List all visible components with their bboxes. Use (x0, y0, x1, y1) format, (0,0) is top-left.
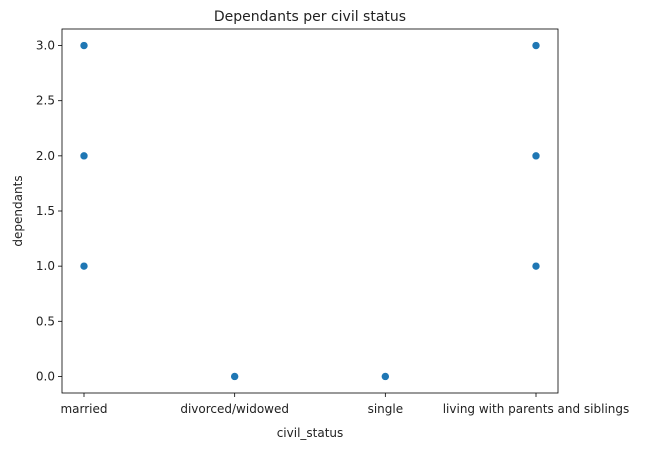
y-axis-title: dependants (11, 175, 25, 246)
y-tick-label: 1.0 (36, 259, 55, 273)
chart-title: Dependants per civil status (214, 9, 406, 25)
data-point (531, 41, 541, 50)
data-point (381, 372, 390, 381)
y-axis: 0.0 0.5 1.0 1.5 2.0 2.5 3.0 (36, 39, 62, 383)
y-tick-label: 2.0 (36, 149, 55, 163)
x-axis-title: civil_status (277, 426, 344, 440)
data-point (79, 41, 89, 50)
y-tick-label: 3.0 (36, 39, 55, 53)
y-tick-label: 0.0 (36, 369, 55, 383)
x-tick-label: single (368, 402, 404, 416)
data-point (79, 261, 89, 271)
data-point (531, 261, 541, 271)
y-tick-label: 0.5 (36, 314, 55, 328)
data-points (79, 41, 541, 381)
x-tick-label: married (60, 402, 107, 416)
data-point (79, 151, 89, 161)
x-tick-label: divorced/widowed (180, 402, 289, 416)
y-tick-label: 2.5 (36, 94, 55, 108)
data-point (531, 151, 541, 161)
y-tick-label: 1.5 (36, 204, 55, 218)
x-tick-label: living with parents and siblings (443, 402, 630, 416)
data-point (230, 372, 239, 381)
plot-area (61, 28, 559, 394)
x-axis: married divorced/widowed single living with… (60, 393, 629, 416)
